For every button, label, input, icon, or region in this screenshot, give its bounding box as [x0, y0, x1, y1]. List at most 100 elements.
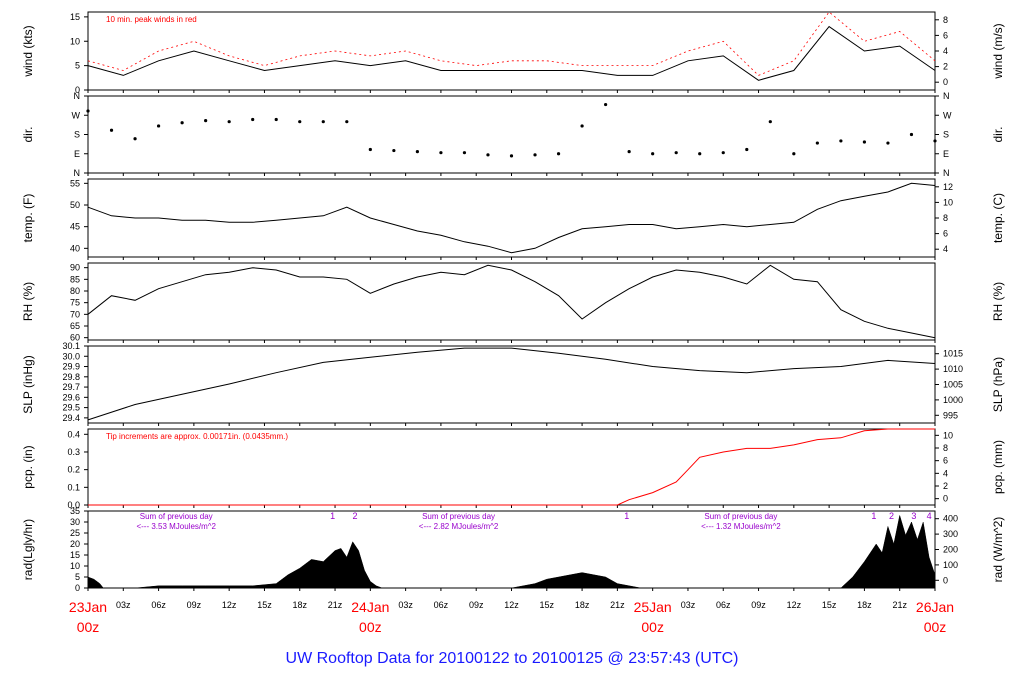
slp-series-line: [87, 347, 936, 421]
dir-point: [651, 152, 655, 156]
dir-point: [533, 153, 537, 157]
rad-annotation: <--- 2.82 MJoules/m^2: [419, 522, 499, 531]
x-tick-label: 06z: [434, 600, 449, 610]
slp-ytick-label: 30.0: [62, 351, 80, 361]
temp-ytick-label-right: 6: [943, 229, 948, 239]
rad-marker: 2: [353, 511, 358, 521]
dir-point: [886, 141, 890, 145]
rad-ylabel-right: rad (W/m^2): [991, 517, 1005, 583]
x-tick-label: 18z: [292, 600, 307, 610]
temp-frame: [87, 178, 936, 258]
rad-ytick-label: 30: [70, 517, 80, 527]
rh-frame: [87, 262, 936, 341]
dir-ytick-label-right: S: [943, 130, 949, 140]
pcp-ytick-label: 0.0: [67, 500, 80, 510]
pcp-ytick-label-right: 2: [943, 481, 948, 491]
rh-ytick-label: 85: [70, 274, 80, 284]
dir-point: [86, 109, 90, 113]
rad-annotation: Sum of previous day: [422, 512, 495, 521]
wind-ytick-label-right: 4: [943, 46, 948, 56]
x-tick-label: 18z: [575, 600, 590, 610]
pcp-ytick-label-right: 4: [943, 468, 948, 478]
temp-series-line: [87, 182, 936, 254]
temp-ytick-label: 40: [70, 243, 80, 253]
pcp-ytick-label-right: 6: [943, 456, 948, 466]
rad-ytick-label-right: 200: [943, 545, 958, 555]
temp-ytick-label: 45: [70, 222, 80, 232]
dir-point: [227, 120, 231, 124]
temp-ytick-label-right: 12: [943, 182, 953, 192]
dir-point: [745, 147, 749, 152]
temp-ytick-label: 50: [70, 200, 80, 210]
dir-panel: [84, 95, 939, 176]
x-tick-label: 09z: [469, 600, 484, 610]
dir-ytick-label-right: E: [943, 149, 949, 159]
x-day-label-hour: 00z: [359, 619, 382, 635]
pcp-ytick-label-right: 8: [943, 443, 948, 453]
rh-ytick-label: 65: [70, 321, 80, 331]
x-tick-label: 03z: [681, 600, 696, 610]
slp-frame: [87, 345, 936, 424]
x-tick-label: 12z: [787, 600, 802, 610]
dir-point: [345, 120, 349, 124]
temp-ylabel-right: temp. (C): [991, 193, 1005, 243]
pcp-ylabel: pcp. (in): [21, 445, 35, 488]
dir-ylabel-right: dir.: [991, 126, 1005, 142]
dir-point: [204, 118, 208, 123]
slp-panel: [84, 345, 939, 426]
rad-ytick-label-right: 0: [943, 575, 948, 585]
dir-point: [462, 151, 467, 155]
dir-point: [580, 124, 584, 128]
dir-ytick-label-right: W: [943, 110, 952, 120]
dir-point: [556, 152, 561, 156]
dir-ytick-label: N: [74, 168, 81, 178]
x-tick-label: 12z: [504, 600, 519, 610]
pcp-ytick-label-right: 10: [943, 430, 953, 440]
rh-ylabel-right: RH (%): [991, 282, 1005, 321]
pcp-series-line: [88, 428, 935, 506]
x-tick-label: 06z: [716, 600, 731, 610]
dir-ytick-label-right: N: [943, 91, 950, 101]
rad-ytick-label: 0: [75, 583, 80, 593]
dir-point: [698, 152, 702, 156]
rad-ytick-label-right: 300: [943, 529, 958, 539]
x-tick-label: 09z: [751, 600, 766, 610]
dir-point: [321, 120, 325, 124]
pcp-ytick-label: 0.3: [67, 447, 80, 457]
wind-ytick-label-right: 6: [943, 30, 948, 40]
rad-marker: 1: [624, 511, 629, 521]
dir-point: [439, 151, 443, 155]
slp-ytick-label: 30.1: [62, 341, 80, 351]
footer-title: UW Rooftop Data for 20100122 to 20100125…: [285, 650, 739, 667]
dir-point: [486, 153, 490, 157]
wind-ylabel: wind (kts): [21, 25, 35, 77]
rad-ytick-label: 15: [70, 550, 80, 560]
wind-panel: [84, 11, 939, 93]
dir-point: [298, 120, 302, 124]
dir-point: [133, 137, 137, 141]
temp-ytick-label: 55: [70, 178, 80, 188]
x-tick-label: 06z: [151, 600, 166, 610]
dir-point: [109, 128, 114, 132]
slp-ylabel: SLP (inHg): [21, 355, 35, 413]
pcp-annotation: Tip increments are approx. 0.00171in. (0…: [106, 432, 288, 441]
x-tick-label: 21z: [892, 600, 907, 610]
dir-point: [721, 151, 725, 155]
rad-annotation: Sum of previous day: [140, 512, 213, 521]
wind-ytick-label-right: 8: [943, 15, 948, 25]
dir-point: [415, 150, 419, 154]
rad-ytick-label-right: 400: [943, 514, 958, 524]
slp-ytick-label: 29.7: [62, 382, 80, 392]
dir-ytick-label-right: N: [943, 168, 950, 178]
wind-ytick-label-right: 2: [943, 62, 948, 72]
x-tick-label: 09z: [187, 600, 202, 610]
rad-annotation: <--- 3.53 MJoules/m^2: [136, 522, 216, 531]
rh-ytick-label: 75: [70, 298, 80, 308]
slp-ytick-label-right: 995: [943, 410, 958, 420]
wind-series-line: [87, 25, 936, 81]
x-tick-label: 15z: [822, 600, 837, 610]
dir-ytick-label: N: [74, 91, 81, 101]
rh-ytick-label: 90: [70, 263, 80, 273]
pcp-ytick-label: 0.4: [67, 429, 80, 439]
dir-point: [792, 152, 796, 156]
